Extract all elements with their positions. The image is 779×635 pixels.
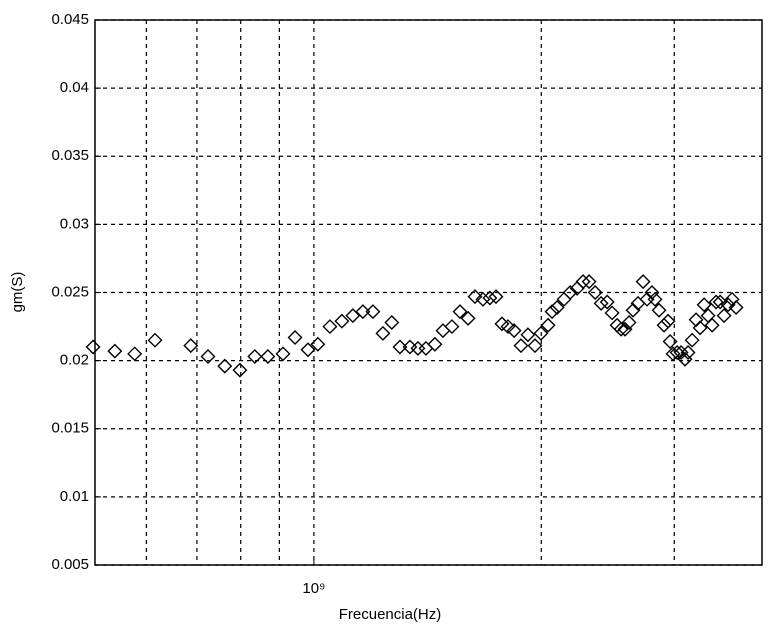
data-point [127, 346, 143, 362]
y-tick-label: 0.02 [60, 352, 89, 369]
data-point [621, 314, 637, 330]
data-point [604, 305, 620, 321]
data-point [692, 320, 708, 336]
data-point [375, 325, 391, 341]
data-point [217, 358, 233, 374]
y-tick-label: 0.035 [51, 147, 89, 164]
data-point [665, 346, 681, 362]
data-point [540, 317, 556, 333]
data-point [488, 289, 504, 305]
data-point [513, 338, 529, 354]
data-point [708, 294, 724, 310]
data-point [720, 297, 736, 313]
data-point [287, 329, 303, 345]
x-tick-label: 10⁹ [302, 580, 325, 597]
data-point [617, 321, 633, 337]
data-point [533, 325, 549, 341]
data-point [527, 338, 543, 354]
data-point [427, 336, 443, 352]
data-point [107, 343, 123, 359]
x-axis-label: Frecuencia(Hz) [339, 606, 442, 623]
data-point [704, 317, 720, 333]
data-point [544, 304, 560, 320]
data-point [200, 349, 216, 365]
data-point [669, 344, 685, 360]
data-point [593, 295, 609, 311]
y-tick-label: 0.04 [60, 79, 89, 96]
data-point [716, 308, 732, 324]
data-point [562, 285, 578, 300]
y-tick-label: 0.025 [51, 283, 89, 300]
data-point [334, 313, 350, 329]
data-point [322, 319, 338, 335]
data-point [647, 291, 663, 307]
data-point [599, 294, 615, 310]
data-point [587, 285, 603, 300]
data-point [247, 349, 263, 365]
data-point [680, 344, 696, 360]
data-point [712, 294, 728, 310]
data-point [662, 334, 678, 350]
data-point [460, 310, 476, 326]
data-point [575, 274, 591, 290]
data-point [635, 274, 651, 290]
data-point [355, 304, 371, 320]
data-point [345, 308, 361, 324]
data-point [275, 346, 291, 362]
data-point [728, 299, 744, 315]
data-point [392, 339, 408, 355]
data-point [660, 313, 676, 329]
data-point [475, 291, 491, 307]
y-tick-label: 0.03 [60, 215, 89, 232]
data-point [232, 362, 248, 378]
data-point [300, 342, 316, 358]
data-point [310, 336, 326, 352]
data-point [452, 304, 468, 320]
data-point [696, 297, 712, 313]
data-point [444, 319, 460, 335]
data-point [651, 302, 667, 318]
data-point [482, 290, 498, 306]
y-axis-label: gm(S) [9, 272, 26, 313]
data-point [183, 338, 199, 354]
y-tick-label: 0.015 [51, 420, 89, 437]
data-point [506, 323, 522, 339]
data-point [684, 332, 700, 348]
plot-frame [94, 19, 763, 566]
data-point [520, 327, 536, 343]
y-tick-label: 0.005 [51, 556, 89, 573]
data-point [384, 314, 400, 330]
data-point [85, 339, 101, 355]
data-point [260, 349, 276, 365]
data-point [656, 317, 672, 333]
data-point [644, 285, 660, 300]
data-point [673, 344, 689, 360]
data-point [500, 319, 516, 335]
data-point [613, 321, 629, 337]
data-point [147, 332, 163, 348]
y-tick-label: 0.045 [51, 11, 89, 28]
data-point [549, 299, 565, 315]
data-point [625, 302, 641, 318]
data-point [365, 304, 381, 320]
data-point [467, 289, 483, 305]
y-tick-label: 0.01 [60, 488, 89, 505]
data-point [581, 274, 597, 290]
